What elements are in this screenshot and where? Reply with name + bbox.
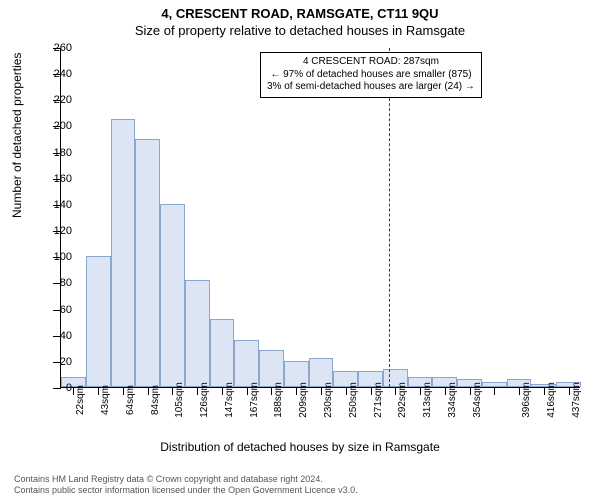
annotation-box: 4 CRESCENT ROAD: 287sqm← 97% of detached… xyxy=(260,52,482,98)
x-tick xyxy=(519,387,520,395)
histogram-bar xyxy=(234,340,259,387)
y-tick-label: 240 xyxy=(42,68,72,80)
chart-area: 4 CRESCENT ROAD: 287sqm← 97% of detached… xyxy=(60,48,580,388)
y-tick-label: 80 xyxy=(42,277,72,289)
x-tick-label: 22sqm xyxy=(75,385,86,415)
x-tick-label: 43sqm xyxy=(100,385,111,415)
y-tick-label: 180 xyxy=(42,147,72,159)
histogram-bar xyxy=(185,280,210,387)
x-tick-label: 292sqm xyxy=(397,382,408,418)
plot-region xyxy=(60,48,580,388)
x-tick-label: 230sqm xyxy=(323,382,334,418)
x-tick-label: 64sqm xyxy=(125,385,136,415)
x-tick xyxy=(371,387,372,395)
y-tick-label: 40 xyxy=(42,330,72,342)
y-tick-label: 120 xyxy=(42,225,72,237)
reference-line xyxy=(389,48,390,387)
y-tick-label: 20 xyxy=(42,356,72,368)
histogram-bar xyxy=(210,319,235,387)
histogram-bar xyxy=(111,119,136,387)
x-tick-label: 167sqm xyxy=(249,382,260,418)
x-tick-label: 126sqm xyxy=(199,382,210,418)
x-tick-label: 105sqm xyxy=(174,382,185,418)
x-tick-label: 416sqm xyxy=(546,382,557,418)
x-tick xyxy=(346,387,347,395)
x-tick xyxy=(470,387,471,395)
x-tick xyxy=(222,387,223,395)
histogram-bar xyxy=(160,204,185,387)
x-tick xyxy=(148,387,149,395)
y-tick-label: 160 xyxy=(42,173,72,185)
x-tick-label: 396sqm xyxy=(521,382,532,418)
histogram-bar xyxy=(135,139,160,387)
x-tick xyxy=(544,387,545,395)
footer-line-1: Contains HM Land Registry data © Crown c… xyxy=(14,474,358,485)
x-tick-label: 437sqm xyxy=(571,382,582,418)
x-tick-label: 188sqm xyxy=(273,382,284,418)
x-tick xyxy=(569,387,570,395)
x-tick-label: 354sqm xyxy=(472,382,483,418)
chart-subtitle: Size of property relative to detached ho… xyxy=(0,21,600,38)
y-tick-label: 200 xyxy=(42,120,72,132)
chart-title: 4, CRESCENT ROAD, RAMSGATE, CT11 9QU xyxy=(0,0,600,21)
x-tick xyxy=(123,387,124,395)
x-tick xyxy=(494,387,495,395)
x-tick xyxy=(321,387,322,395)
x-tick xyxy=(445,387,446,395)
y-tick-label: 0 xyxy=(42,382,72,394)
y-tick-label: 220 xyxy=(42,94,72,106)
annotation-line: ← 97% of detached houses are smaller (87… xyxy=(267,69,475,82)
annotation-line: 4 CRESCENT ROAD: 287sqm xyxy=(267,56,475,69)
x-tick-label: 147sqm xyxy=(224,382,235,418)
x-tick xyxy=(98,387,99,395)
x-tick-label: 250sqm xyxy=(348,382,359,418)
x-tick-label: 209sqm xyxy=(298,382,309,418)
x-tick xyxy=(420,387,421,395)
x-axis-label: Distribution of detached houses by size … xyxy=(0,440,600,454)
footer-line-2: Contains public sector information licen… xyxy=(14,485,358,496)
chart-container: 4, CRESCENT ROAD, RAMSGATE, CT11 9QU Siz… xyxy=(0,0,600,500)
x-tick-label: 334sqm xyxy=(447,382,458,418)
x-tick-label: 271sqm xyxy=(373,382,384,418)
y-axis-label: Number of detached properties xyxy=(10,53,24,218)
y-tick-label: 140 xyxy=(42,199,72,211)
annotation-line: 3% of semi-detached houses are larger (2… xyxy=(267,81,475,94)
x-tick-label: 313sqm xyxy=(422,382,433,418)
x-tick-label: 84sqm xyxy=(150,385,161,415)
y-tick-label: 100 xyxy=(42,251,72,263)
y-tick-label: 260 xyxy=(42,42,72,54)
x-tick xyxy=(247,387,248,395)
y-tick-label: 60 xyxy=(42,304,72,316)
histogram-bar xyxy=(86,256,111,387)
footer-attribution: Contains HM Land Registry data © Crown c… xyxy=(14,474,358,497)
